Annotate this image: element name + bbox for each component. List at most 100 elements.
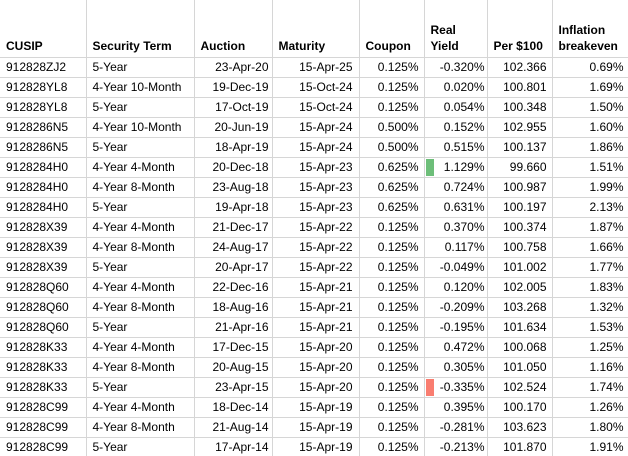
cusip-cell[interactable]: 912828K33 [0, 377, 87, 398]
inflation-breakeven-cell[interactable]: 1.69% [552, 77, 628, 98]
auction-date-cell[interactable]: 19-Dec-19 [194, 77, 273, 98]
auction-date-cell[interactable]: 21-Apr-16 [194, 317, 273, 338]
coupon-cell[interactable]: 0.125% [359, 337, 425, 358]
real-yield-cell[interactable]: 0.020% [424, 77, 488, 98]
maturity-date-cell[interactable]: 15-Apr-19 [272, 397, 360, 418]
coupon-cell[interactable]: 0.125% [359, 317, 425, 338]
security-term-cell[interactable]: 5-Year [86, 437, 195, 456]
real-yield-cell[interactable]: -0.213% [424, 437, 488, 456]
header-cusip[interactable]: CUSIP [0, 0, 87, 58]
coupon-cell[interactable]: 0.125% [359, 97, 425, 118]
coupon-cell[interactable]: 0.125% [359, 297, 425, 318]
real-yield-cell[interactable]: 0.117% [424, 237, 488, 258]
security-term-cell[interactable]: 5-Year [86, 137, 195, 158]
maturity-date-cell[interactable]: 15-Apr-20 [272, 337, 360, 358]
cusip-cell[interactable]: 912828YL8 [0, 97, 87, 118]
per-100-cell[interactable]: 100.801 [487, 77, 553, 98]
real-yield-cell[interactable]: -0.281% [424, 417, 488, 438]
maturity-date-cell[interactable]: 15-Apr-24 [272, 117, 360, 138]
per-100-cell[interactable]: 100.170 [487, 397, 553, 418]
cusip-cell[interactable]: 9128284H0 [0, 197, 87, 218]
coupon-cell[interactable]: 0.125% [359, 377, 425, 398]
real-yield-cell[interactable]: 0.370% [424, 217, 488, 238]
auction-date-cell[interactable]: 18-Aug-16 [194, 297, 273, 318]
maturity-date-cell[interactable]: 15-Apr-20 [272, 377, 360, 398]
security-term-cell[interactable]: 4-Year 10-Month [86, 77, 195, 98]
maturity-date-cell[interactable]: 15-Apr-24 [272, 137, 360, 158]
cusip-cell[interactable]: 912828X39 [0, 217, 87, 238]
auction-date-cell[interactable]: 17-Oct-19 [194, 97, 273, 118]
auction-date-cell[interactable]: 24-Aug-17 [194, 237, 273, 258]
maturity-date-cell[interactable]: 15-Apr-19 [272, 417, 360, 438]
auction-date-cell[interactable]: 17-Dec-15 [194, 337, 273, 358]
auction-date-cell[interactable]: 18-Dec-14 [194, 397, 273, 418]
cusip-cell[interactable]: 912828X39 [0, 237, 87, 258]
security-term-cell[interactable]: 5-Year [86, 197, 195, 218]
real-yield-cell[interactable]: 0.054% [424, 97, 488, 118]
inflation-breakeven-cell[interactable]: 1.99% [552, 177, 628, 198]
inflation-breakeven-cell[interactable]: 1.26% [552, 397, 628, 418]
inflation-breakeven-cell[interactable]: 1.51% [552, 157, 628, 178]
maturity-date-cell[interactable]: 15-Apr-21 [272, 277, 360, 298]
auction-date-cell[interactable]: 23-Aug-18 [194, 177, 273, 198]
inflation-breakeven-cell[interactable]: 1.25% [552, 337, 628, 358]
cusip-cell[interactable]: 912828YL8 [0, 77, 87, 98]
security-term-cell[interactable]: 5-Year [86, 317, 195, 338]
real-yield-cell[interactable]: 0.120% [424, 277, 488, 298]
cusip-cell[interactable]: 9128286N5 [0, 137, 87, 158]
real-yield-cell[interactable]: 0.724% [424, 177, 488, 198]
per-100-cell[interactable]: 100.137 [487, 137, 553, 158]
coupon-cell[interactable]: 0.125% [359, 77, 425, 98]
inflation-breakeven-cell[interactable]: 1.87% [552, 217, 628, 238]
security-term-cell[interactable]: 4-Year 8-Month [86, 417, 195, 438]
auction-date-cell[interactable]: 20-Aug-15 [194, 357, 273, 378]
security-term-cell[interactable]: 4-Year 4-Month [86, 157, 195, 178]
cusip-cell[interactable]: 912828ZJ2 [0, 57, 87, 78]
security-term-cell[interactable]: 4-Year 4-Month [86, 277, 195, 298]
header-inflation-breakeven[interactable]: Inflation breakeven [552, 0, 628, 58]
maturity-date-cell[interactable]: 15-Apr-19 [272, 437, 360, 456]
coupon-cell[interactable]: 0.125% [359, 257, 425, 278]
real-yield-cell[interactable]: 0.631% [424, 197, 488, 218]
inflation-breakeven-cell[interactable]: 1.66% [552, 237, 628, 258]
security-term-cell[interactable]: 5-Year [86, 57, 195, 78]
coupon-cell[interactable]: 0.125% [359, 277, 425, 298]
header-maturity[interactable]: Maturity [272, 0, 360, 58]
maturity-date-cell[interactable]: 15-Apr-21 [272, 297, 360, 318]
real-yield-cell[interactable]: 0.515% [424, 137, 488, 158]
inflation-breakeven-cell[interactable]: 1.60% [552, 117, 628, 138]
security-term-cell[interactable]: 4-Year 8-Month [86, 357, 195, 378]
per-100-cell[interactable]: 103.268 [487, 297, 553, 318]
header-auction[interactable]: Auction [194, 0, 273, 58]
security-term-cell[interactable]: 4-Year 4-Month [86, 397, 195, 418]
coupon-cell[interactable]: 0.500% [359, 137, 425, 158]
real-yield-cell[interactable]: -0.320% [424, 57, 488, 78]
security-term-cell[interactable]: 4-Year 8-Month [86, 177, 195, 198]
cusip-cell[interactable]: 912828K33 [0, 337, 87, 358]
per-100-cell[interactable]: 101.002 [487, 257, 553, 278]
per-100-cell[interactable]: 100.374 [487, 217, 553, 238]
auction-date-cell[interactable]: 20-Jun-19 [194, 117, 273, 138]
real-yield-cell[interactable]: -0.195% [424, 317, 488, 338]
coupon-cell[interactable]: 0.125% [359, 397, 425, 418]
per-100-cell[interactable]: 100.348 [487, 97, 553, 118]
cusip-cell[interactable]: 912828Q60 [0, 297, 87, 318]
cusip-cell[interactable]: 912828X39 [0, 257, 87, 278]
per-100-cell[interactable]: 101.870 [487, 437, 553, 456]
inflation-breakeven-cell[interactable]: 1.53% [552, 317, 628, 338]
maturity-date-cell[interactable]: 15-Apr-20 [272, 357, 360, 378]
auction-date-cell[interactable]: 22-Dec-16 [194, 277, 273, 298]
security-term-cell[interactable]: 4-Year 8-Month [86, 237, 195, 258]
header-coupon[interactable]: Coupon [359, 0, 425, 58]
inflation-breakeven-cell[interactable]: 1.83% [552, 277, 628, 298]
auction-date-cell[interactable]: 19-Apr-18 [194, 197, 273, 218]
header-security-term[interactable]: Security Term [86, 0, 195, 58]
maturity-date-cell[interactable]: 15-Apr-23 [272, 197, 360, 218]
maturity-date-cell[interactable]: 15-Apr-23 [272, 157, 360, 178]
per-100-cell[interactable]: 100.197 [487, 197, 553, 218]
auction-date-cell[interactable]: 23-Apr-15 [194, 377, 273, 398]
maturity-date-cell[interactable]: 15-Oct-24 [272, 97, 360, 118]
real-yield-cell[interactable]: -0.049% [424, 257, 488, 278]
coupon-cell[interactable]: 0.625% [359, 177, 425, 198]
inflation-breakeven-cell[interactable]: 1.32% [552, 297, 628, 318]
